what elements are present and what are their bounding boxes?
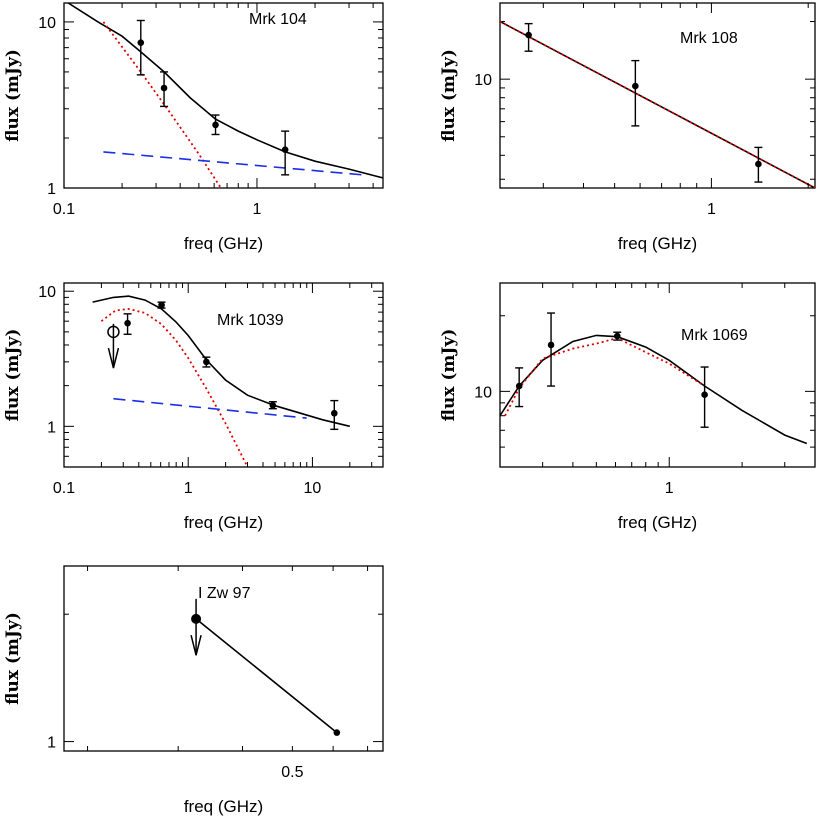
model-curve-red-dotted [100, 307, 249, 467]
plot-frame [63, 2, 384, 189]
x-tick-label: 0.5 [281, 764, 303, 781]
model-curve-blue-dashed [113, 397, 307, 419]
x-axis-label: freq (GHz) [184, 513, 263, 532]
y-axis-label: flux (mJy) [3, 49, 23, 142]
x-tick-label: 0.1 [53, 480, 75, 497]
y-axis-label: flux (mJy) [439, 49, 459, 142]
x-axis-label: freq (GHz) [184, 797, 263, 816]
data-point [281, 146, 289, 154]
plot-frame [499, 282, 816, 468]
panel-title: I Zw 97 [198, 585, 251, 602]
data-point [158, 301, 165, 309]
model-curve-black-solid [66, 3, 383, 179]
data-point [160, 84, 168, 92]
model-curve-black-solid [92, 295, 350, 428]
upper-limit-arrowhead [107, 347, 120, 369]
panel-title: Mrk 1039 [217, 312, 284, 329]
y-tick-label: 10 [38, 15, 56, 32]
data-point [212, 121, 219, 129]
y-tick-label: 1 [47, 735, 56, 752]
panel-3: 0.1 1 10 1 10 freq (GHz) flux (mJy) Mrk 1039 [3, 282, 384, 532]
panel-4: 1 10 freq (GHz) flux (mJy) Mrk 1069 [439, 282, 816, 532]
data-point [330, 409, 338, 417]
plot-frame [63, 565, 384, 752]
upper-limit-arrowhead [190, 635, 202, 656]
data-point [547, 341, 555, 349]
data-point [613, 332, 621, 340]
model-curve-black-solid [500, 334, 808, 445]
y-tick-label: 10 [38, 284, 56, 301]
model-curve-red-dotted [102, 21, 222, 188]
y-tick-label: 1 [47, 419, 56, 436]
plot-frame [63, 282, 384, 468]
data-point [632, 82, 639, 90]
panel-5: 0.5 1 freq (GHz) flux (mJy) I Zw 97 [3, 565, 384, 816]
x-tick-label: 1 [253, 201, 262, 218]
x-tick-label: 10 [304, 480, 322, 497]
panel-1: 0.1 1 1 10 freq (GHz) flux (mJy) Mrk 104 [3, 2, 384, 253]
panel-2: 1 10 freq (GHz) flux (mJy) Mrk 108 [439, 2, 816, 253]
panel-title: Mrk 108 [680, 30, 738, 47]
model-curve-black-solid [195, 618, 338, 734]
model-curve-blue-dashed [103, 151, 362, 176]
model-curve-red-dotted [500, 20, 815, 188]
y-tick-label: 10 [474, 72, 492, 89]
model-curve-red-dotted [504, 337, 706, 417]
x-axis-label: freq (GHz) [618, 513, 697, 532]
data-point [333, 729, 341, 736]
x-tick-label: 0.1 [53, 201, 75, 218]
panel-title: Mrk 1069 [681, 327, 748, 344]
x-axis-label: freq (GHz) [184, 234, 263, 253]
model-curve-black-solid [500, 20, 815, 188]
plot-frame [499, 2, 816, 189]
data-point [701, 391, 708, 398]
panel-title: Mrk 104 [249, 11, 307, 28]
data-point [203, 358, 210, 366]
y-tick-label: 10 [474, 384, 492, 401]
x-tick-label: 1 [665, 480, 674, 497]
y-axis-label: flux (mJy) [3, 329, 23, 422]
y-axis-label: flux (mJy) [439, 329, 459, 422]
data-point [124, 319, 131, 327]
x-tick-label: 1 [184, 480, 193, 497]
x-tick-label: 1 [707, 201, 716, 218]
data-point [525, 31, 532, 39]
x-axis-label: freq (GHz) [618, 234, 697, 253]
data-point [755, 160, 762, 168]
y-axis-label: flux (mJy) [3, 612, 23, 705]
y-tick-label: 1 [47, 181, 56, 198]
data-point [515, 382, 523, 390]
data-point [137, 39, 145, 46]
data-point [269, 402, 277, 409]
